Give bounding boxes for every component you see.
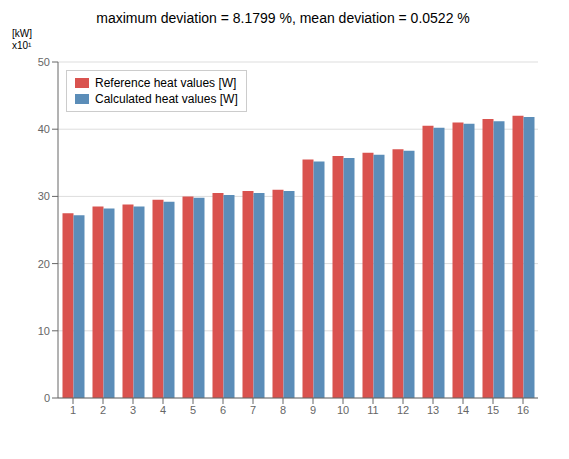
html-text:maximum deviation = 8.1799 %,: maximum deviation = 8.1799 %, mean devia… bbox=[96, 10, 470, 26]
svg-text:13: 13 bbox=[427, 404, 439, 416]
svg-text:10: 10 bbox=[337, 404, 349, 416]
svg-text:7: 7 bbox=[250, 404, 256, 416]
svg-text:4: 4 bbox=[160, 404, 166, 416]
svg-text:0: 0 bbox=[44, 392, 50, 404]
svg-text:8: 8 bbox=[280, 404, 286, 416]
svg-text:5: 5 bbox=[190, 404, 196, 416]
svg-text:40: 40 bbox=[38, 123, 50, 135]
svg-text:11: 11 bbox=[367, 404, 378, 416]
html-text:Calculated heat values [W]: Calculated heat values [W] bbox=[95, 92, 238, 106]
svg-text:14: 14 bbox=[457, 404, 469, 416]
svg-text:3: 3 bbox=[130, 404, 136, 416]
svg-text:20: 20 bbox=[38, 258, 50, 270]
svg-text:30: 30 bbox=[38, 190, 50, 202]
svg-text:6: 6 bbox=[220, 404, 226, 416]
svg-text:10: 10 bbox=[38, 325, 50, 337]
svg-text:50: 50 bbox=[38, 56, 50, 68]
svg-text:1: 1 bbox=[70, 404, 76, 416]
svg-text:9: 9 bbox=[310, 404, 316, 416]
svg-text:16: 16 bbox=[517, 404, 529, 416]
html-text:[kW] x10¹: [kW] x10¹ bbox=[12, 28, 32, 51]
svg-text:2: 2 bbox=[100, 404, 106, 416]
svg-text:15: 15 bbox=[487, 404, 499, 416]
svg-text:12: 12 bbox=[397, 404, 409, 416]
html-text:Reference heat values [W]: Reference heat values [W] bbox=[95, 76, 237, 90]
